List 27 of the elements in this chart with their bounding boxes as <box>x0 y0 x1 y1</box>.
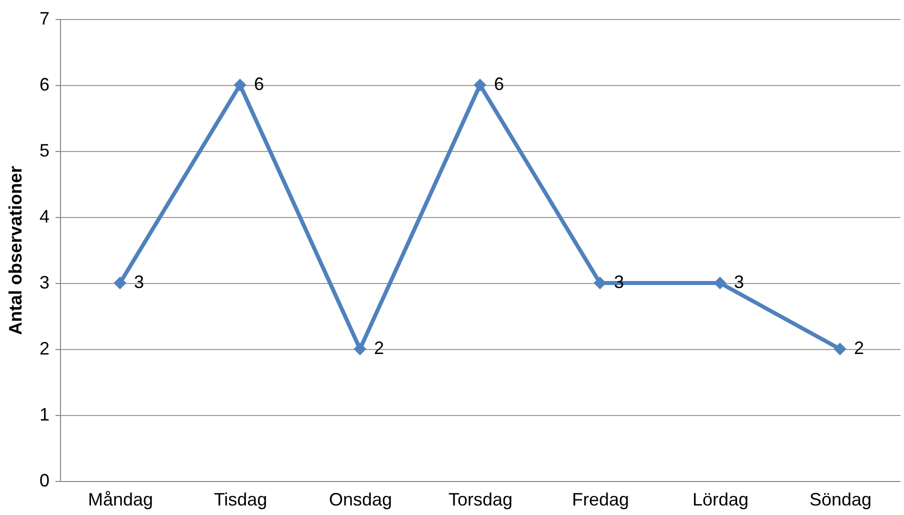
data-label: 6 <box>254 74 264 94</box>
point <box>114 276 126 290</box>
x-tick-label: Onsdag <box>328 490 392 510</box>
data-label: 2 <box>374 338 384 358</box>
data-label: 6 <box>494 74 504 94</box>
x-tick-label: Torsdag <box>448 490 513 510</box>
x-tick-label: Lördag <box>692 490 749 510</box>
x-tick-label: Måndag <box>88 490 154 510</box>
data-label: 3 <box>734 272 744 292</box>
data-label: 3 <box>134 272 144 292</box>
y-tick-label: 0 <box>39 470 50 490</box>
y-tick-label: 1 <box>39 404 50 424</box>
point <box>234 78 246 92</box>
x-tick-label: Söndag <box>809 490 872 510</box>
y-tick-label: 6 <box>39 74 50 94</box>
point <box>834 342 846 356</box>
y-axis-title: Antal observationer <box>5 166 26 336</box>
y-tick-label: 2 <box>39 338 50 358</box>
point <box>354 342 366 356</box>
y-tick-label: 5 <box>39 140 50 160</box>
point <box>474 78 486 92</box>
y-tick-label: 4 <box>39 206 50 226</box>
x-tick-label: Fredag <box>572 490 630 510</box>
x-tick-label: Tisdag <box>214 490 268 510</box>
y-tick-label: 7 <box>39 8 50 28</box>
data-label: 2 <box>854 338 864 358</box>
y-tick-label: 3 <box>39 272 50 292</box>
